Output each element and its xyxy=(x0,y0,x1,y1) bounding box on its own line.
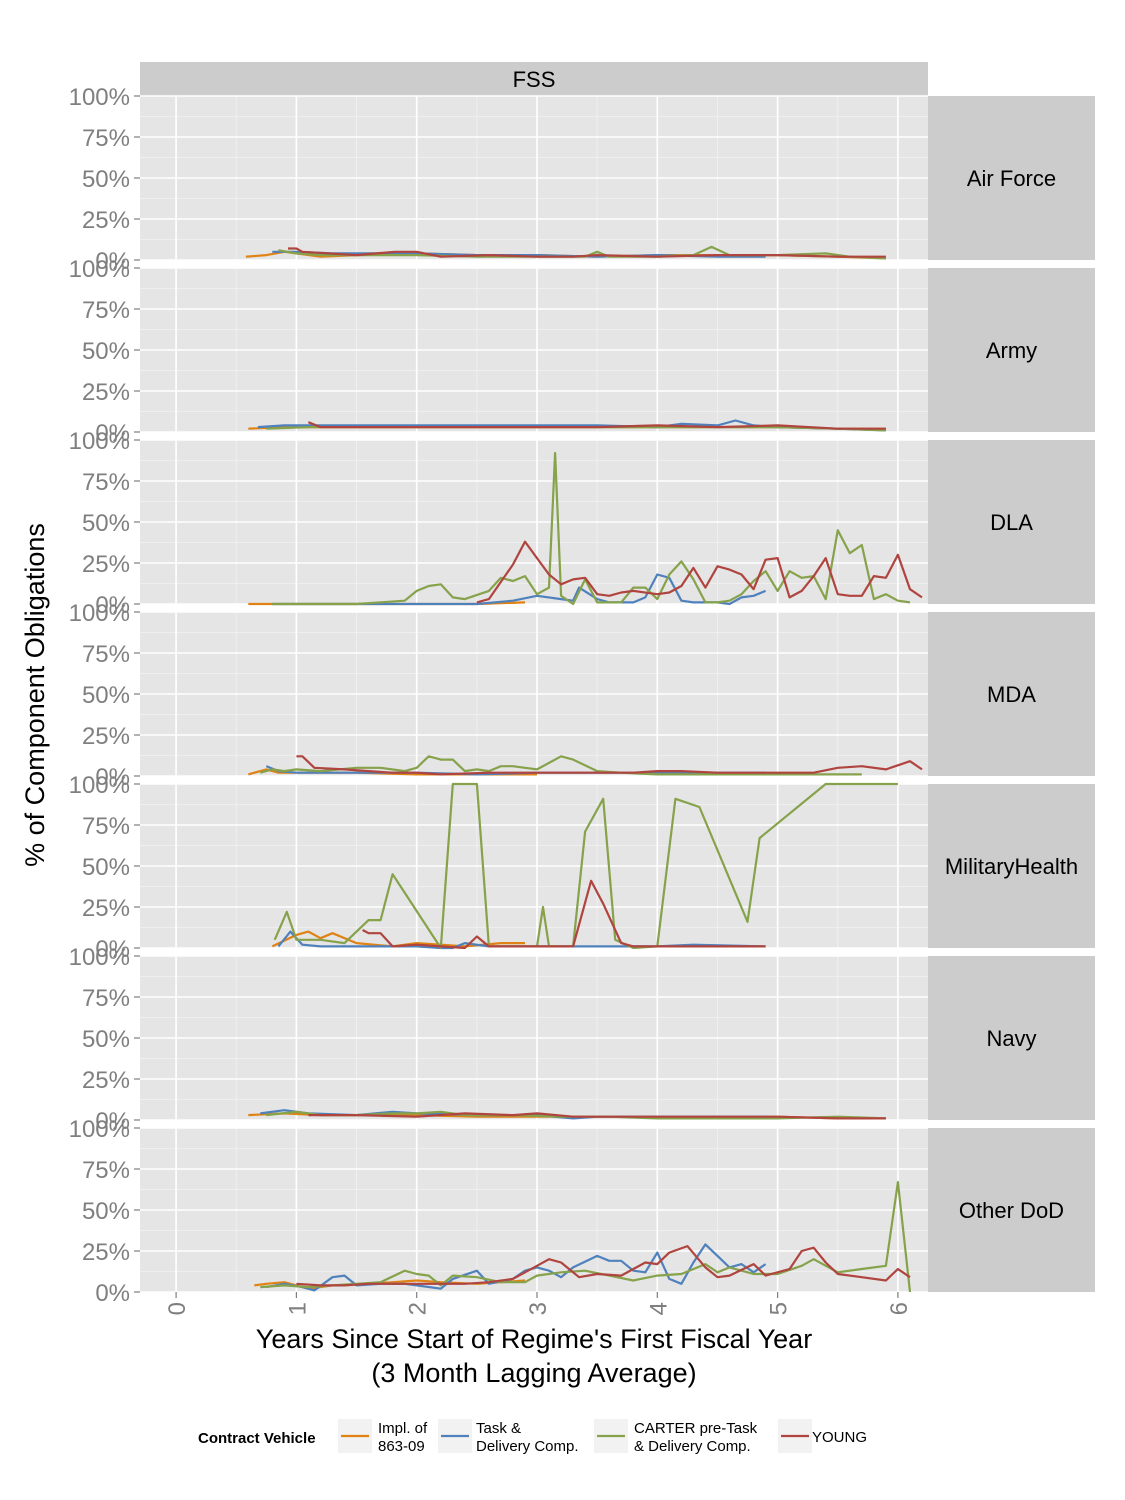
legend-title: Contract Vehicle xyxy=(198,1430,316,1447)
y-tick-label: 50% xyxy=(82,854,130,881)
legend-item-carter: CARTER pre-Task& Delivery Comp. xyxy=(594,1419,758,1455)
y-tick-label: 100% xyxy=(69,428,130,455)
panel-army: 0% 25% 50% 75% 100% Army xyxy=(69,256,1095,447)
x-axis: 0 1 2 3 4 5 6 xyxy=(164,1292,913,1315)
series-line-carter-other-dod xyxy=(260,1181,912,1293)
series-line-young-navy xyxy=(308,1112,886,1120)
y-tick-label: 100% xyxy=(69,944,130,971)
y-tick-label: 25% xyxy=(82,723,130,750)
row-strip-label: MilitaryHealth xyxy=(945,854,1078,879)
y-tick-label: 100% xyxy=(69,256,130,283)
y-tick-label: 0% xyxy=(95,764,130,791)
legend-label: 863-09 xyxy=(378,1438,425,1455)
y-tick-label: 25% xyxy=(82,551,130,578)
x-tick-label: 1 xyxy=(284,1302,311,1315)
panel-navy: 0% 25% 50% 75% 100% Navy xyxy=(69,944,1095,1135)
y-tick-label: 100% xyxy=(69,772,130,799)
series-line-young-dla xyxy=(476,540,923,604)
y-tick-label: 25% xyxy=(82,1067,130,1094)
panels: 0% 25% 50% 75% 100% Air Force 0% 25% 50% 75% 100% A… xyxy=(69,84,1095,1307)
y-tick-label: 100% xyxy=(69,84,130,111)
legend-label: & Delivery Comp. xyxy=(634,1438,751,1455)
y-tick-label: 0% xyxy=(95,420,130,447)
series-line-young-mda xyxy=(296,755,923,776)
x-tick-label: 2 xyxy=(405,1302,432,1315)
series-line-carter-militaryhealth xyxy=(273,782,898,950)
row-strip-label: Army xyxy=(986,338,1037,363)
column-strip-label: FSS xyxy=(513,67,556,92)
y-tick-label: 100% xyxy=(69,600,130,627)
panel-dla: 0% 25% 50% 75% 100% DLA xyxy=(69,428,1095,619)
row-strip-background xyxy=(928,96,1095,260)
y-tick-label: 0% xyxy=(95,1108,130,1135)
column-strip-background xyxy=(140,62,928,96)
series-line-young-army xyxy=(307,421,886,430)
x-axis-title-line-1: Years Since Start of Regime's First Fisc… xyxy=(256,1324,812,1354)
row-strip-background xyxy=(928,440,1095,604)
y-tick-label: 50% xyxy=(82,338,130,365)
legend-label: Task & xyxy=(476,1420,521,1437)
y-tick-label: 50% xyxy=(82,166,130,193)
series-line-impl-militaryhealth xyxy=(271,930,525,948)
row-strip-background xyxy=(928,268,1095,432)
y-tick-label: 0% xyxy=(95,592,130,619)
legend-label: Delivery Comp. xyxy=(476,1438,579,1455)
row-strip-label: Air Force xyxy=(967,166,1056,191)
y-tick-label: 0% xyxy=(95,1280,130,1307)
row-strip-background xyxy=(928,784,1095,948)
x-tick-label: 4 xyxy=(645,1302,672,1315)
x-tick-label: 0 xyxy=(164,1302,191,1315)
x-tick-label: 3 xyxy=(525,1302,552,1315)
y-tick-label: 25% xyxy=(82,895,130,922)
row-strip-background xyxy=(928,956,1095,1120)
series-line-young-other-dod xyxy=(296,1245,911,1287)
y-tick-label: 75% xyxy=(82,469,130,496)
legend-label: CARTER pre-Task xyxy=(634,1420,758,1437)
legend-label: Impl. of xyxy=(378,1420,428,1437)
panel-militaryhealth: 0% 25% 50% 75% 100% MilitaryHealth xyxy=(69,772,1095,963)
panel-other-dod: 0% 25% 50% 75% 100% Other DoD xyxy=(69,1116,1095,1307)
legend-label: YOUNG xyxy=(812,1429,867,1446)
row-strip-label: DLA xyxy=(990,510,1033,535)
y-tick-label: 50% xyxy=(82,1198,130,1225)
row-strip-background xyxy=(928,1128,1095,1292)
y-tick-label: 25% xyxy=(82,379,130,406)
y-tick-label: 75% xyxy=(82,125,130,152)
y-tick-label: 0% xyxy=(95,248,130,275)
x-axis-title-line-2: (3 Month Lagging Average) xyxy=(371,1358,696,1388)
y-tick-label: 50% xyxy=(82,682,130,709)
legend-item-young: YOUNG xyxy=(778,1419,867,1453)
y-tick-label: 50% xyxy=(82,510,130,537)
y-tick-label: 0% xyxy=(95,936,130,963)
x-tick-label: 5 xyxy=(766,1302,793,1315)
y-tick-label: 100% xyxy=(69,1116,130,1143)
series-line-young-militaryhealth xyxy=(362,879,766,950)
panel-mda: 0% 25% 50% 75% 100% MDA xyxy=(69,600,1095,791)
row-strip-label: Navy xyxy=(986,1026,1036,1051)
row-strip-label: Other DoD xyxy=(959,1198,1064,1223)
row-strip-background xyxy=(928,612,1095,776)
legend-item-task: Task &Delivery Comp. xyxy=(438,1419,579,1455)
y-axis-title: % of Component Obligations xyxy=(20,523,50,867)
y-tick-label: 75% xyxy=(82,641,130,668)
y-tick-label: 75% xyxy=(82,985,130,1012)
series-line-young-air-force xyxy=(288,247,886,258)
x-tick-label: 6 xyxy=(886,1302,913,1315)
y-tick-label: 75% xyxy=(82,1157,130,1184)
column-strip: FSS xyxy=(140,62,928,96)
y-tick-label: 75% xyxy=(82,297,130,324)
y-tick-label: 25% xyxy=(82,1239,130,1266)
y-tick-label: 75% xyxy=(82,813,130,840)
row-strip-label: MDA xyxy=(987,682,1036,707)
y-tick-label: 25% xyxy=(82,207,130,234)
panel-air-force: 0% 25% 50% 75% 100% Air Force xyxy=(69,84,1095,275)
y-tick-label: 50% xyxy=(82,1026,130,1053)
